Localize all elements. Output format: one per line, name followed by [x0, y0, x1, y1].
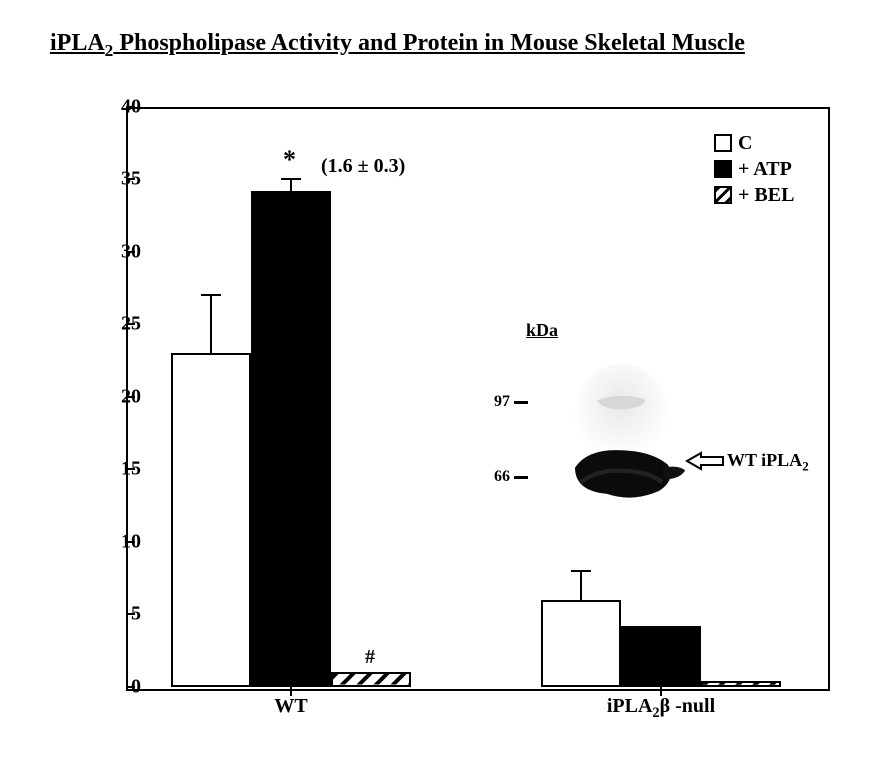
- legend-label: + ATP: [738, 159, 792, 179]
- blot-kda-label: kDa: [526, 320, 558, 341]
- bar-iPLA2null-C: [541, 600, 621, 687]
- significance-star: *: [283, 145, 296, 175]
- error-bar: [210, 295, 212, 353]
- bar-WT-ATP: [251, 191, 331, 687]
- x-label-wt: WT: [274, 695, 307, 718]
- bar-WT-BEL: [331, 672, 411, 687]
- title-pre: iPLA: [50, 30, 105, 56]
- legend-item: + ATP: [714, 159, 794, 179]
- chart-area: Specific Phospholiapse Activity (pmol/mg…: [31, 97, 851, 737]
- legend-label: C: [738, 133, 752, 153]
- western-blot-inset: [546, 348, 691, 523]
- error-cap: [201, 294, 221, 296]
- error-bar: [580, 571, 582, 600]
- title-post: Phospholipase Activity and Protein in Mo…: [113, 30, 745, 56]
- error-bar: [290, 179, 292, 191]
- significance-hash: #: [365, 646, 375, 669]
- blot-marker-66: 66: [494, 468, 528, 486]
- legend-item: + BEL: [714, 185, 794, 205]
- blot-arrow-icon: [685, 449, 725, 473]
- blot-band-sub: 2: [802, 459, 808, 474]
- bar-iPLA2null-BEL: [701, 681, 781, 687]
- legend-swatch: [714, 186, 732, 204]
- blot-marker-value: 97: [494, 393, 510, 410]
- legend: C + ATP + BEL: [714, 133, 794, 211]
- page-title: iPLA2 Phospholipase Activity and Protein…: [50, 30, 862, 61]
- error-cap: [281, 178, 301, 180]
- blot-marker-value: 66: [494, 468, 510, 485]
- x-label-null: iPLA2β -null: [607, 695, 715, 722]
- legend-swatch: [714, 160, 732, 178]
- error-cap: [571, 570, 591, 572]
- legend-swatch: [714, 134, 732, 152]
- fold-change-annotation: (1.6 ± 0.3): [321, 155, 405, 178]
- blot-band-pre: WT iPLA: [727, 450, 802, 470]
- blot-marker-97: 97: [494, 393, 528, 411]
- bar-WT-C: [171, 353, 251, 687]
- blot-band-label: WT iPLA2: [727, 450, 809, 475]
- blot-image: [546, 348, 691, 523]
- legend-item: C: [714, 133, 794, 153]
- bar-iPLA2null-ATP: [621, 626, 701, 687]
- legend-label: + BEL: [738, 185, 794, 205]
